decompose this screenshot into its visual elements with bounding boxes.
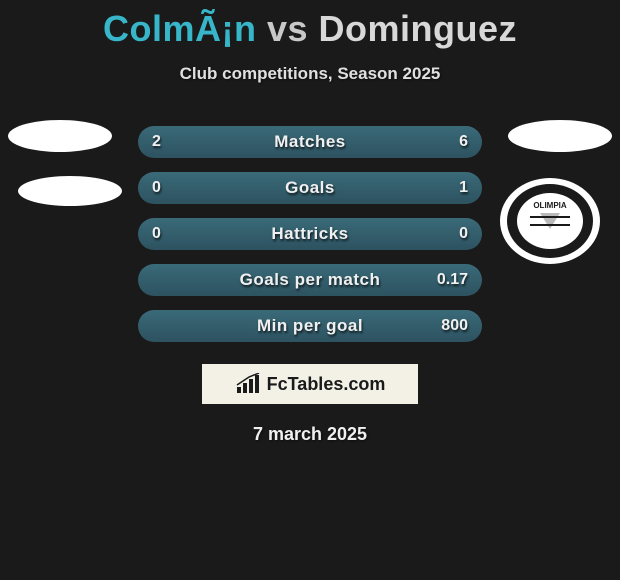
vs-text: vs xyxy=(267,8,308,49)
team-badge-left-1 xyxy=(8,120,112,152)
stat-left-value: 0 xyxy=(152,225,161,243)
olimpia-logo: OLIMPIA xyxy=(500,178,600,264)
stat-right-value: 800 xyxy=(441,317,468,335)
date-text: 7 march 2025 xyxy=(0,424,620,445)
stat-row-matches: 2 Matches 6 xyxy=(138,126,482,158)
subtitle: Club competitions, Season 2025 xyxy=(0,64,620,84)
stat-row-hattricks: 0 Hattricks 0 xyxy=(138,218,482,250)
branding-box: FcTables.com xyxy=(202,364,418,404)
stat-right-value: 1 xyxy=(459,179,468,197)
stat-label: Goals per match xyxy=(240,270,381,290)
player-left-name: ColmÃ¡n xyxy=(103,8,256,49)
branding-text: FcTables.com xyxy=(267,374,386,395)
stat-row-goals: 0 Goals 1 xyxy=(138,172,482,204)
stat-label: Matches xyxy=(274,132,346,152)
stat-left-value: 0 xyxy=(152,179,161,197)
stat-label: Min per goal xyxy=(257,316,363,336)
player-right-name: Dominguez xyxy=(319,8,518,49)
stat-left-value: 2 xyxy=(152,133,161,151)
stat-row-min-per-goal: Min per goal 800 xyxy=(138,310,482,342)
page-title: ColmÃ¡n vs Dominguez xyxy=(0,0,620,50)
stat-right-value: 0 xyxy=(459,225,468,243)
team-badge-left-2 xyxy=(18,176,122,206)
team-badge-right-1 xyxy=(508,120,612,152)
svg-text:OLIMPIA: OLIMPIA xyxy=(533,201,567,210)
stat-right-value: 0.17 xyxy=(437,271,468,289)
chart-icon xyxy=(235,373,263,395)
stat-label: Hattricks xyxy=(271,224,348,244)
stat-row-goals-per-match: Goals per match 0.17 xyxy=(138,264,482,296)
stat-label: Goals xyxy=(285,178,335,198)
stat-right-value: 6 xyxy=(459,133,468,151)
